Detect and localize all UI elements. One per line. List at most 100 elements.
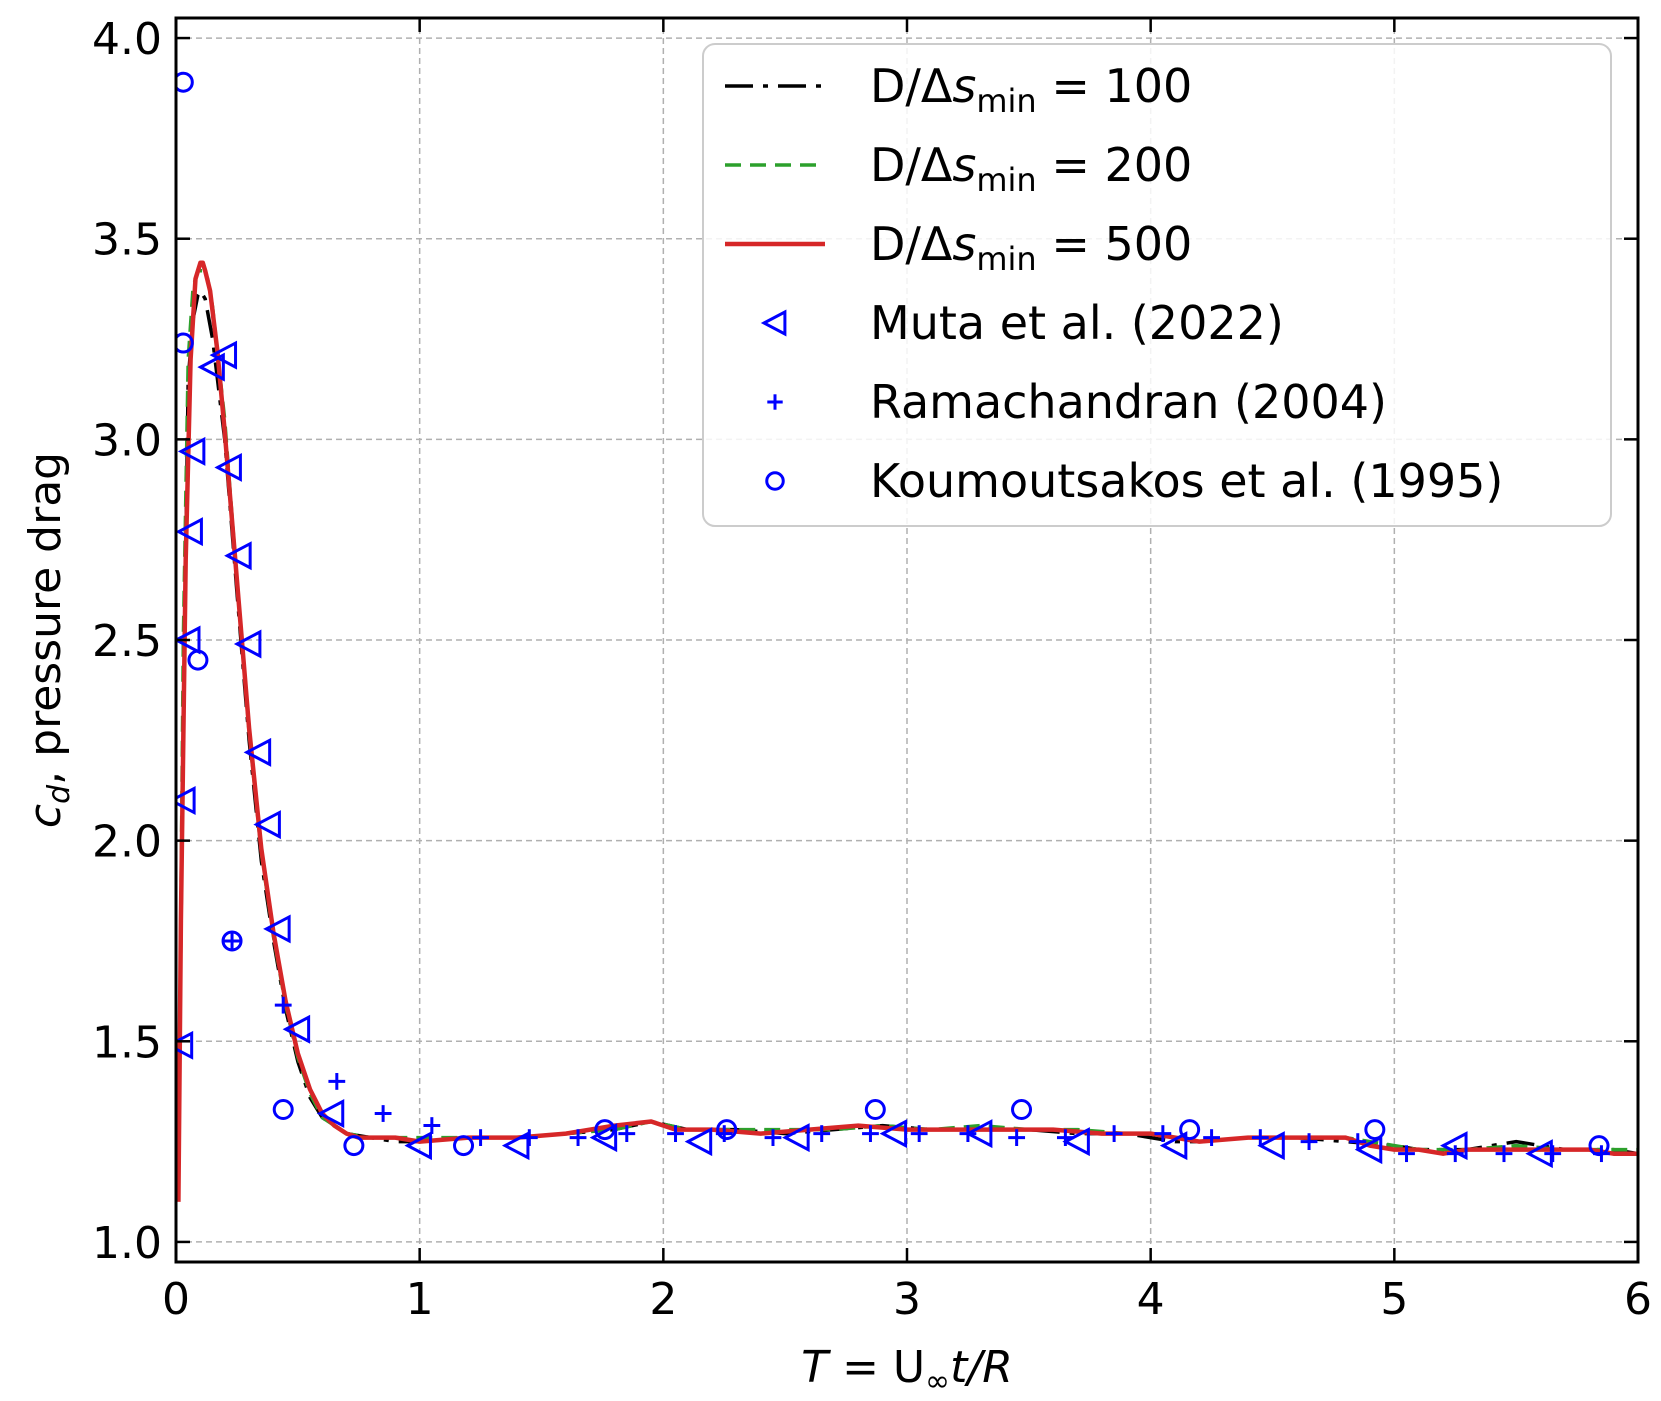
legend-box xyxy=(702,43,1612,527)
x-tick-label: 3 xyxy=(893,1274,921,1325)
legend-label-tail: = 100 xyxy=(1037,59,1193,113)
data-point xyxy=(1251,1129,1269,1146)
data-point xyxy=(233,629,262,659)
data-point xyxy=(404,1131,432,1161)
data-point xyxy=(1257,1131,1285,1161)
data-point xyxy=(594,1119,616,1141)
data-point xyxy=(667,1125,684,1142)
data-point xyxy=(176,625,201,655)
y-tick-label: 2.0 xyxy=(92,817,162,868)
data-point xyxy=(1154,1125,1172,1142)
legend-entry-5: Koumoutsakos et al. (1995) xyxy=(765,454,1503,508)
data-point xyxy=(374,1105,392,1122)
legend-marker xyxy=(767,394,783,410)
legend-label-tail: = 200 xyxy=(1037,138,1193,192)
legend-entry-0: D/Δsmin = 100 xyxy=(725,59,1192,120)
data-point xyxy=(1159,1131,1188,1161)
x-tick-label: 0 xyxy=(162,1274,190,1325)
y-tick-label: 1.5 xyxy=(92,1017,162,1068)
y-axis-title: cd, pressure drag xyxy=(20,452,77,828)
data-point xyxy=(569,1129,587,1146)
legend-label-main: Ramachandran (2004) xyxy=(870,375,1387,429)
legend-label-var: s xyxy=(952,138,976,192)
legend-label-main: D/Δ xyxy=(870,59,953,113)
legend-label-sub: min xyxy=(976,161,1036,199)
legend-marker xyxy=(760,309,787,337)
legend-entry-4: Ramachandran (2004) xyxy=(767,375,1387,429)
series-markers-5 xyxy=(176,71,1610,1157)
data-point xyxy=(964,1119,993,1149)
legend-label: Ramachandran (2004) xyxy=(870,375,1387,429)
x-axis-title: T = U∞t/R xyxy=(801,1342,1013,1399)
legend-label-main: Koumoutsakos et al. (1995) xyxy=(870,454,1503,508)
data-point xyxy=(328,1073,346,1090)
data-point xyxy=(176,786,196,816)
data-point xyxy=(1544,1145,1562,1163)
data-point xyxy=(272,1099,294,1121)
legend-label: Muta et al. (2022) xyxy=(870,296,1284,350)
data-point xyxy=(716,1119,738,1141)
series-markers-3 xyxy=(176,340,1553,1169)
data-point xyxy=(1300,1133,1318,1151)
data-point xyxy=(243,737,272,767)
y-tick-label: 3.5 xyxy=(92,215,162,266)
data-point xyxy=(862,1125,879,1142)
legend-label-tail: = 500 xyxy=(1037,217,1193,271)
y-tick-label: 4.0 xyxy=(92,14,162,65)
data-point xyxy=(1008,1129,1026,1146)
plot-series xyxy=(176,71,1638,1202)
data-point xyxy=(177,436,206,466)
data-point xyxy=(1056,1129,1074,1146)
x-tick-label: 2 xyxy=(649,1274,677,1325)
x-tick-label: 6 xyxy=(1624,1274,1652,1325)
data-point xyxy=(453,1135,475,1157)
data-point xyxy=(343,1135,365,1157)
data-point xyxy=(223,932,241,950)
legend-marker xyxy=(765,471,785,491)
legend-label-var: s xyxy=(952,59,976,113)
data-point xyxy=(813,1125,831,1142)
data-point xyxy=(1105,1125,1123,1142)
data-point xyxy=(879,1119,908,1149)
data-point xyxy=(1011,1099,1033,1121)
legend-entry-3: Muta et al. (2022) xyxy=(760,296,1284,350)
legend-entry-1: D/Δsmin = 200 xyxy=(725,138,1192,199)
data-point xyxy=(1446,1145,1464,1163)
data-point xyxy=(253,810,281,840)
data-point xyxy=(221,930,243,952)
axis-ticks: 0 1 2 3 4 5 6 1.0 1.5 2.0 2.5 3.0 3.5 4.0 xyxy=(92,14,1652,1325)
legend-label: Koumoutsakos et al. (1995) xyxy=(870,454,1503,508)
y-tick-label: 1.0 xyxy=(92,1218,162,1269)
data-point xyxy=(209,340,238,370)
data-point xyxy=(472,1129,489,1146)
data-point xyxy=(1354,1135,1383,1165)
data-point xyxy=(959,1125,977,1142)
y-tick-label: 3.0 xyxy=(92,415,162,466)
series-markers-4 xyxy=(223,932,1610,1163)
data-point xyxy=(764,1129,782,1146)
data-point xyxy=(282,1014,311,1044)
data-point xyxy=(176,517,203,547)
legend-label: D/Δsmin = 100 xyxy=(870,59,1192,120)
y-tick-label: 2.5 xyxy=(92,616,162,667)
data-point xyxy=(1588,1135,1610,1157)
data-point xyxy=(520,1129,538,1146)
legend-label-sub: min xyxy=(976,82,1036,120)
legend-entry-2: D/Δsmin = 500 xyxy=(725,217,1192,278)
data-point xyxy=(1364,1119,1386,1141)
x-tick-label: 5 xyxy=(1380,1274,1408,1325)
x-tick-label: 4 xyxy=(1137,1274,1165,1325)
data-point xyxy=(176,71,194,93)
data-point xyxy=(1398,1145,1415,1163)
data-point xyxy=(274,996,292,1014)
data-point xyxy=(1203,1129,1220,1146)
data-point xyxy=(1349,1133,1367,1151)
data-point xyxy=(684,1127,713,1157)
data-point xyxy=(187,649,209,671)
legend-label-main: D/Δ xyxy=(870,217,953,271)
legend-label-sub: min xyxy=(976,240,1036,278)
data-point xyxy=(589,1123,618,1153)
legend-label-main: Muta et al. (2022) xyxy=(870,296,1284,350)
